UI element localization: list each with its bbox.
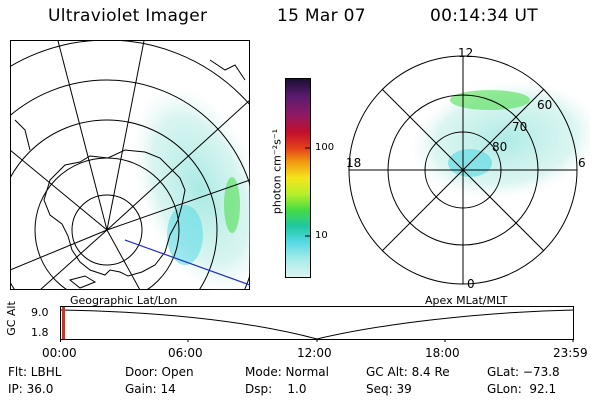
info-door: Door: Open [125,365,194,379]
mlt-label-6: 6 [578,156,586,170]
apex-polar-plot [348,55,590,285]
info-mode: Mode: Normal [245,365,329,379]
mlat-label-70: 70 [512,120,528,134]
timeline-ytick-high: 9.0 [31,306,49,319]
info-gain: Gain: 14 [125,382,176,396]
mlt-label-0: 0 [467,277,475,291]
time-label: 00:14:34 UT [430,6,538,26]
mlt-label-12: 12 [458,46,474,60]
info-glat: GLat: −73.8 [487,365,560,379]
meridians [10,40,250,290]
timeline-xtick-1200: 12:00 [297,346,332,360]
time-marker [62,307,65,339]
colorbar-unit-label: photon cm⁻²s⁻¹ [270,128,284,215]
left-panel-label: Geographic Lat/Lon [70,294,178,307]
info-filter: Flt: LBHL [8,365,62,379]
timeline-ylabel: GC Alt [4,301,18,336]
altitude-timeline [60,306,575,342]
info-seq: Seq: 39 [366,382,412,396]
geographic-map [10,40,250,290]
info-glon: GLon: 92.1 [487,382,557,396]
timeline-xtick-0600: 06:00 [168,346,203,360]
mlat-label-60: 60 [537,98,553,112]
coastline [43,149,186,277]
info-dsp: Dsp: 1.0 [245,382,307,396]
colorbar-tick-10: 10 [315,230,328,241]
terminator-line [124,239,250,286]
timeline-xtick-0000: 00:00 [42,346,77,360]
mlt-lines [349,56,577,284]
timeline-xtick-2359: 23:59 [553,346,588,360]
timeline-ytick-low: 1.8 [31,326,49,339]
mlt-label-18: 18 [346,156,362,170]
timeline-xtick-1800: 18:00 [425,346,460,360]
colorbar [285,78,311,278]
info-ip: IP: 36.0 [8,382,54,396]
info-gc-alt: GC Alt: 8.4 Re [366,365,450,379]
instrument-title: Ultraviolet Imager [48,6,208,26]
timeline-ticks [60,339,574,342]
right-panel-label: Apex MLat/MLT [425,294,508,307]
mlat-label-80: 80 [492,140,508,154]
colorbar-tick-100: 100 [315,142,335,153]
date-label: 15 Mar 07 [277,6,366,26]
altitude-curve [60,309,575,340]
